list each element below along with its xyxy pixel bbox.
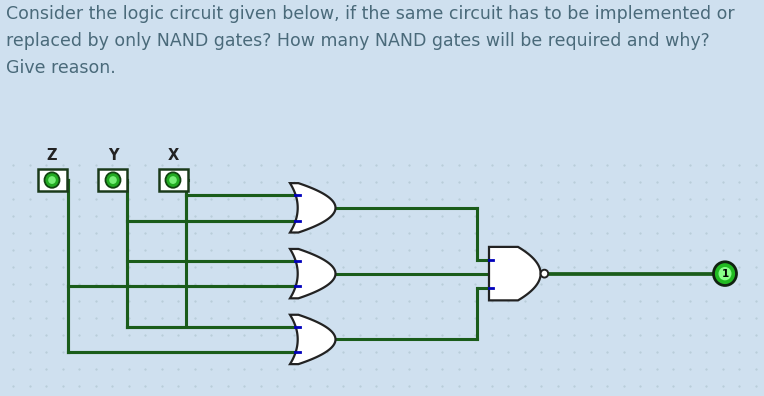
Polygon shape bbox=[290, 249, 335, 298]
Polygon shape bbox=[489, 247, 541, 301]
Circle shape bbox=[44, 172, 60, 188]
Text: Y: Y bbox=[108, 148, 118, 163]
Circle shape bbox=[109, 176, 117, 184]
Circle shape bbox=[541, 270, 549, 278]
Circle shape bbox=[166, 172, 180, 188]
Bar bbox=[99, 169, 128, 191]
Circle shape bbox=[105, 172, 121, 188]
Text: 1: 1 bbox=[721, 268, 729, 279]
Circle shape bbox=[48, 176, 56, 184]
Circle shape bbox=[714, 262, 736, 286]
Polygon shape bbox=[290, 183, 335, 232]
Circle shape bbox=[718, 267, 731, 280]
Text: Consider the logic circuit given below, if the same circuit has to be implemente: Consider the logic circuit given below, … bbox=[6, 5, 735, 77]
Text: Z: Z bbox=[47, 148, 57, 163]
Text: X: X bbox=[167, 148, 179, 163]
Circle shape bbox=[169, 176, 176, 184]
Bar bbox=[37, 169, 66, 191]
Polygon shape bbox=[290, 315, 335, 364]
Bar bbox=[158, 169, 187, 191]
